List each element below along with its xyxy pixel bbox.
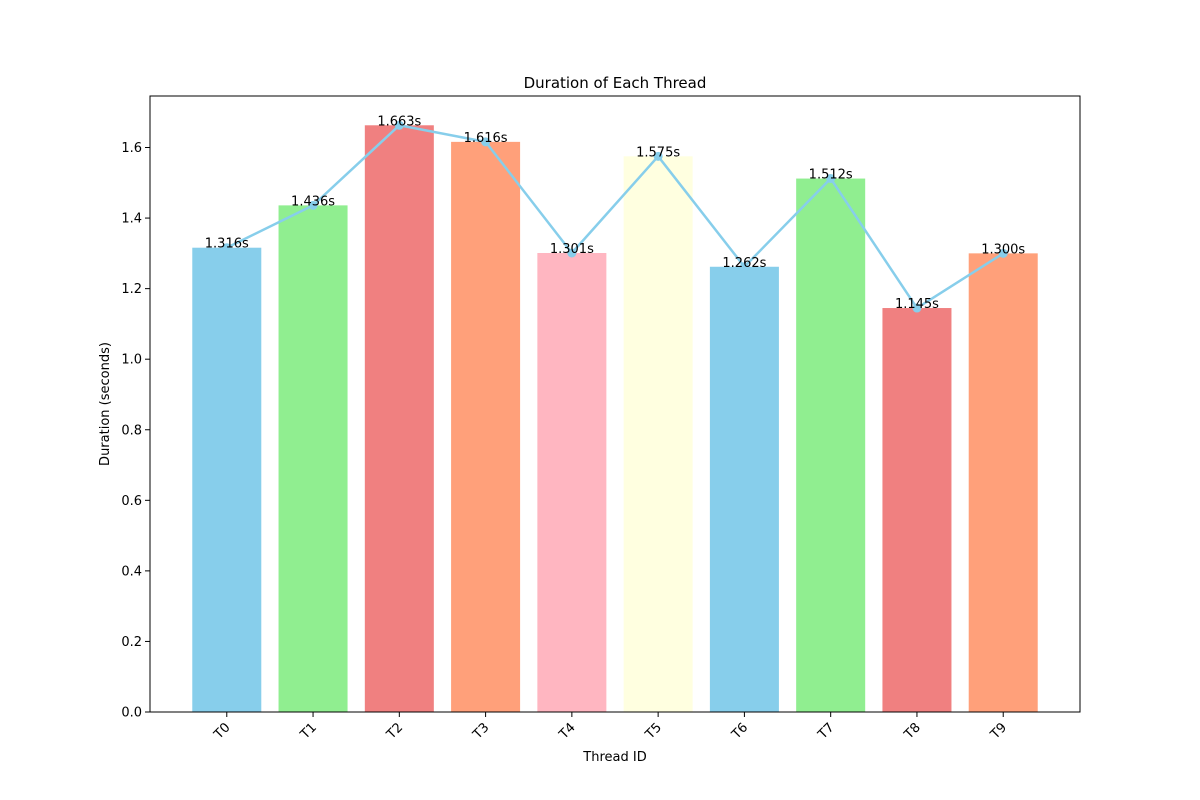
series-line [226,124,1004,310]
x-tick-label-t9: T9 [987,720,1010,743]
x-tick-label-t2: T2 [383,720,406,743]
x-tick-label-t4: T4 [556,720,579,743]
y-tick-label: 0.2 [121,635,142,650]
y-tick-label: 0.0 [121,706,142,721]
line-point-t1 [308,200,318,210]
line-point-t7 [826,174,836,184]
y-tick-label: 0.4 [121,564,142,579]
bar-t7 [796,178,866,712]
line-point-t5 [653,151,663,161]
y-tick-label: 1.2 [121,282,142,297]
plot-area: 1.316s 1.436s 1.663s 1.616s 1.301s 1.575s 1.26… [121,95,1081,743]
y-tick-label: 0.8 [121,423,142,438]
line-point-t2 [394,120,404,130]
line-point-t8 [912,303,922,313]
line-point-t6 [739,262,749,272]
bar-t5 [623,156,693,712]
y-tick-label: 0.6 [121,494,142,509]
data-label-t1: 1.436s [291,194,335,209]
line-point-t3 [481,137,491,147]
bar-t9 [968,253,1038,712]
x-axis-label: Thread ID [582,750,646,765]
x-tick-label-t0: T0 [211,720,234,743]
y-tick-label: 1.0 [121,353,142,368]
x-tick-label-t7: T7 [815,720,838,743]
data-label-t2: 1.663s [377,114,421,129]
x-tick-label-t8: T8 [901,720,924,743]
x-tick-label-t3: T3 [470,720,493,743]
data-label-t6: 1.262s [722,256,766,271]
data-label-t9: 1.300s [981,242,1025,257]
data-label-t3: 1.616s [464,131,508,146]
line-point-t4 [567,248,577,258]
line-point-t0 [222,243,232,253]
line-point-t9 [998,248,1008,258]
data-label-t7: 1.512s [809,168,853,183]
bar-t8 [882,308,952,712]
bar-t2 [364,125,434,712]
y-axis-label: Duration (seconds) [98,342,113,466]
data-label-t0: 1.316s [205,237,249,252]
data-label-t8: 1.145s [895,297,939,312]
x-tick-label-t1: T1 [297,720,320,743]
bar-t4 [537,252,607,713]
bar-t1 [278,205,348,712]
bar-t3 [451,141,521,712]
y-tick-label: 1.6 [121,141,142,156]
chart-title: Duration of Each Thread [524,74,707,92]
bar-t6 [709,266,779,712]
x-tick-label-t6: T6 [728,720,751,743]
plot-frame [149,95,1081,713]
x-tick-label-t5: T5 [642,720,665,743]
data-label-t4: 1.301s [550,242,594,257]
bar-t0 [192,247,262,712]
data-label-t5: 1.575s [636,145,680,160]
y-tick-label: 1.4 [121,212,142,227]
